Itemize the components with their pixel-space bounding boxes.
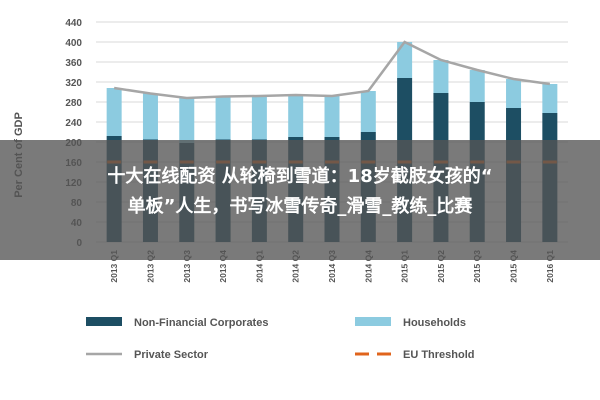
bar-households <box>215 96 231 140</box>
x-tick-label: 2013 Q2 <box>145 250 155 283</box>
y-tick-label: 320 <box>65 78 82 89</box>
bar-households <box>142 93 158 140</box>
legend: Non-Financial Corporates Households Privat… <box>86 317 475 361</box>
x-tick-label: 2016 Q1 <box>545 250 555 283</box>
legend-label: Non-Financial Corporates <box>134 317 268 329</box>
x-tick-label: 2015 Q1 <box>400 250 410 283</box>
y-tick-label: 240 <box>65 118 82 129</box>
x-tick-label: 2013 Q3 <box>182 250 192 283</box>
bar-households <box>288 95 304 137</box>
y-tick-label: 360 <box>65 58 82 69</box>
private-sector-line-path <box>113 40 551 100</box>
legend-label: EU Threshold <box>403 349 475 361</box>
bar-households <box>542 84 558 113</box>
bar-households <box>179 98 195 143</box>
x-tick-label: 2014 Q4 <box>363 250 373 283</box>
bar-households <box>251 96 267 140</box>
x-tick-label: 2015 Q4 <box>509 250 519 283</box>
bar-households <box>106 88 122 136</box>
caption-overlay <box>0 140 600 260</box>
y-tick-label: 440 <box>65 18 82 29</box>
y-tick-label: 280 <box>65 98 82 109</box>
bar-households <box>506 79 522 108</box>
x-tick-label: 2013 Q1 <box>109 250 119 283</box>
private-sector-line <box>113 40 551 100</box>
legend-swatch <box>86 317 122 326</box>
bar-households <box>397 42 413 78</box>
bar-households <box>469 70 485 102</box>
bar-households <box>324 96 340 137</box>
y-tick-label: 400 <box>65 38 82 49</box>
caption-text: 十大在线配资 从轮椅到雪道：18岁截肢女孩的“ 单板”人生，书写冰雪传奇_滑雪_… <box>10 162 590 222</box>
x-tick-label: 2015 Q2 <box>436 250 446 283</box>
x-tick-label: 2013 Q4 <box>218 250 228 283</box>
x-tick-label: 2014 Q3 <box>327 250 337 283</box>
x-axis: 2013 Q1 2013 Q2 2013 Q3 2013 Q4 2014 Q1 2014 … <box>109 250 555 283</box>
x-tick-label: 2014 Q1 <box>254 250 264 283</box>
caption-line-1: 十大在线配资 从轮椅到雪道：18岁截肢女孩的“ <box>107 166 493 187</box>
x-tick-label: 2015 Q3 <box>472 250 482 283</box>
x-tick-label: 2014 Q2 <box>291 250 301 283</box>
bar-households <box>433 60 449 93</box>
bar-households <box>360 91 376 132</box>
legend-label: Households <box>403 317 466 329</box>
caption-line-2: 单板”人生，书写冰雪传奇_滑雪_教练_比赛 <box>127 196 473 217</box>
legend-swatch <box>355 317 391 326</box>
legend-label: Private Sector <box>134 349 209 361</box>
